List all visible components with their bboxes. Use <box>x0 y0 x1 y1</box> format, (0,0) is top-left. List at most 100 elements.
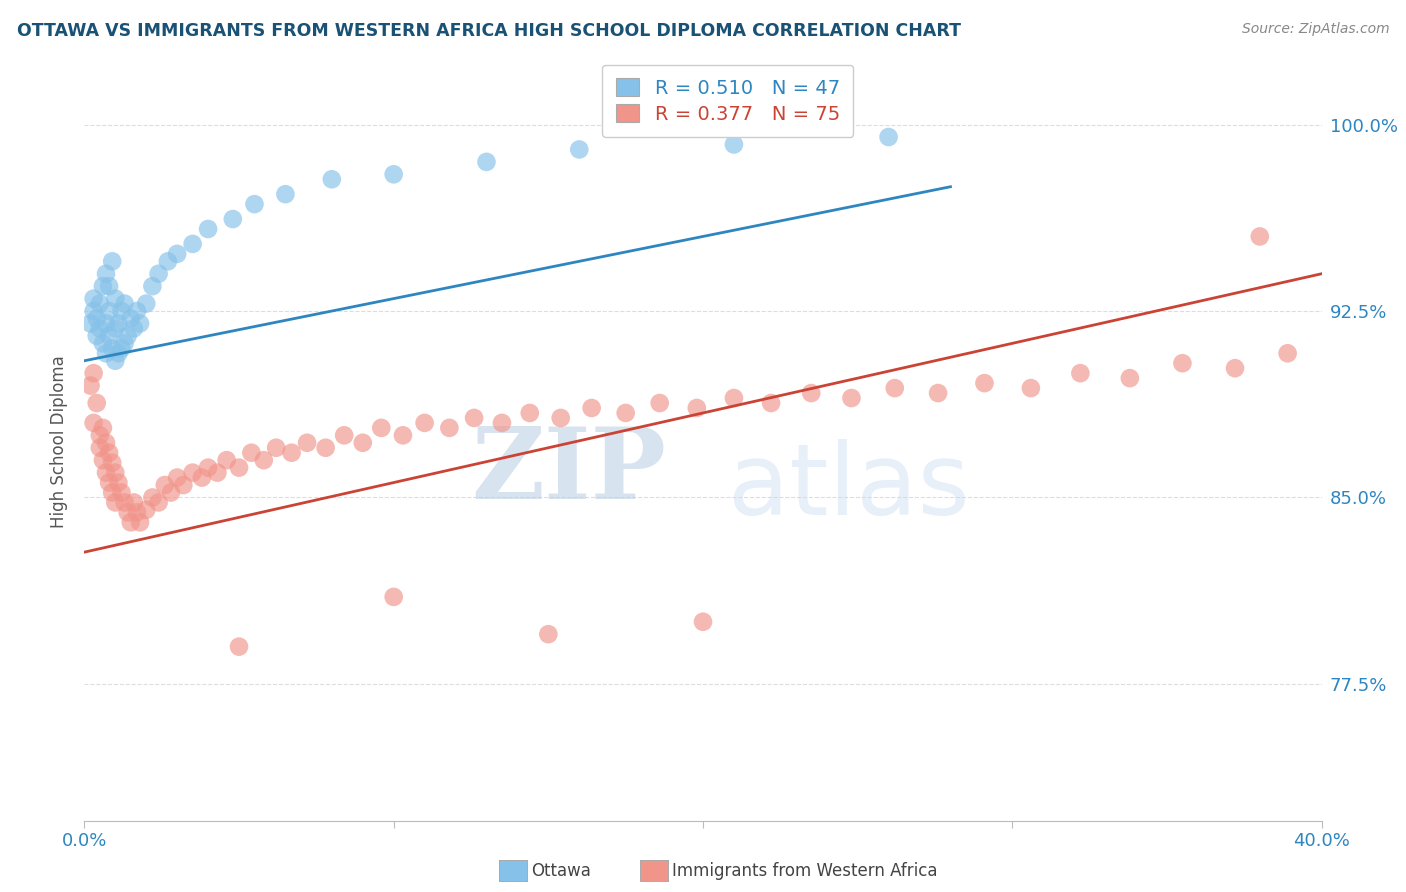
Point <box>877 130 900 145</box>
Point <box>800 386 823 401</box>
Point <box>104 495 127 509</box>
Point <box>295 435 318 450</box>
Point <box>207 466 229 480</box>
Point <box>79 378 101 392</box>
Point <box>86 329 108 343</box>
Point <box>104 353 127 368</box>
Point <box>382 590 405 604</box>
Point <box>94 466 117 480</box>
Point <box>94 346 117 360</box>
Y-axis label: High School Diploma: High School Diploma <box>51 355 69 528</box>
Point <box>228 460 250 475</box>
Point <box>117 329 139 343</box>
Point <box>463 411 485 425</box>
Point <box>723 391 745 405</box>
Point <box>98 304 121 318</box>
Point <box>101 456 124 470</box>
Point <box>89 321 111 335</box>
Point <box>98 446 121 460</box>
Point <box>114 495 136 509</box>
Point <box>253 453 276 467</box>
Point <box>129 317 152 331</box>
Point <box>280 446 302 460</box>
Text: Ottawa: Ottawa <box>531 862 592 880</box>
Point <box>172 478 194 492</box>
Point <box>315 441 337 455</box>
Point <box>86 311 108 326</box>
Point <box>98 279 121 293</box>
Point <box>101 254 124 268</box>
Point <box>94 435 117 450</box>
Text: atlas: atlas <box>728 439 969 535</box>
Point <box>927 386 949 401</box>
Point <box>197 460 219 475</box>
Point <box>141 491 163 505</box>
Point <box>94 317 117 331</box>
Point <box>550 411 572 425</box>
Point <box>125 505 148 519</box>
Text: Source: ZipAtlas.com: Source: ZipAtlas.com <box>1241 22 1389 37</box>
Point <box>114 296 136 310</box>
Point <box>110 341 132 355</box>
Point <box>648 396 671 410</box>
Point <box>392 428 415 442</box>
Point <box>568 143 591 157</box>
Point <box>181 236 204 251</box>
Point <box>89 296 111 310</box>
Point <box>614 406 637 420</box>
Point <box>91 279 114 293</box>
Point <box>117 505 139 519</box>
Point <box>101 485 124 500</box>
Point <box>413 416 436 430</box>
Point <box>166 247 188 261</box>
Point <box>723 137 745 152</box>
Point <box>104 292 127 306</box>
Point <box>79 317 101 331</box>
Point <box>973 376 995 391</box>
Point <box>759 396 782 410</box>
Point <box>686 401 709 415</box>
Point <box>114 336 136 351</box>
Point <box>382 167 405 181</box>
Point <box>191 470 214 484</box>
Point <box>104 321 127 335</box>
Text: OTTAWA VS IMMIGRANTS FROM WESTERN AFRICA HIGH SCHOOL DIPLOMA CORRELATION CHART: OTTAWA VS IMMIGRANTS FROM WESTERN AFRICA… <box>17 22 960 40</box>
Point <box>1119 371 1142 385</box>
Point <box>83 416 105 430</box>
Point <box>1171 356 1194 370</box>
Point <box>91 453 114 467</box>
Point <box>222 212 245 227</box>
Point <box>274 187 297 202</box>
Point <box>537 627 560 641</box>
Point <box>107 346 129 360</box>
Point <box>228 640 250 654</box>
Point <box>370 421 392 435</box>
Point <box>120 311 142 326</box>
Point <box>141 279 163 293</box>
Point <box>107 475 129 490</box>
Point <box>166 470 188 484</box>
Point <box>883 381 905 395</box>
Point <box>160 485 183 500</box>
Point <box>692 615 714 629</box>
Point <box>83 304 105 318</box>
Point <box>519 406 541 420</box>
Point <box>86 396 108 410</box>
Point <box>107 317 129 331</box>
Point <box>91 421 114 435</box>
Point <box>243 197 266 211</box>
Point <box>181 466 204 480</box>
Point <box>197 222 219 236</box>
Point <box>83 292 105 306</box>
Point <box>135 296 157 310</box>
Text: ZIP: ZIP <box>471 424 666 520</box>
Point <box>89 428 111 442</box>
Point <box>110 304 132 318</box>
Point <box>91 336 114 351</box>
Point <box>215 453 238 467</box>
Point <box>153 478 176 492</box>
Point <box>83 366 105 380</box>
Point <box>439 421 461 435</box>
Point <box>98 475 121 490</box>
Point <box>148 495 170 509</box>
